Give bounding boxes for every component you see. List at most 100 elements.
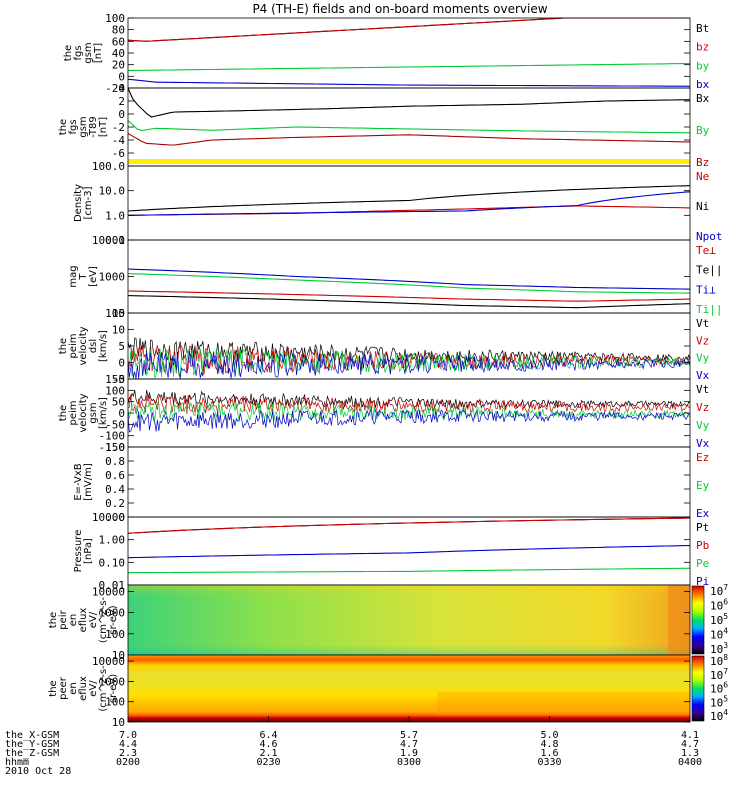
y-tick-label: -6 <box>112 147 125 160</box>
x-row-value: 4.6 <box>259 739 277 750</box>
panel-frame <box>127 312 691 380</box>
panel-frame <box>127 516 691 586</box>
y-tick-label: 1000 <box>99 675 126 688</box>
y-axis-label: gsm <box>83 42 94 63</box>
y-axis-label: gsm <box>78 116 89 137</box>
y-tick-label: 15 <box>112 307 125 320</box>
legend-bt: Bt <box>696 22 709 35</box>
colorbar-label: 105 <box>710 612 728 627</box>
y-tick-label: 100 <box>105 384 125 397</box>
y-axis-label: Pressure <box>73 530 84 573</box>
y-tick-label: -2 <box>112 121 125 134</box>
panel-2: Ne Ni Npot 0.1 1.0 10.0 100.0 Density [cm-3] <box>73 160 723 247</box>
y-tick-label: 0.8 <box>105 455 125 468</box>
y-axis-label: velocity <box>78 326 89 365</box>
legend-ti: Ti|| <box>696 303 723 316</box>
x-row-value: 4.7 <box>681 739 699 750</box>
x-row-label: the_X-GSM <box>5 730 59 741</box>
x-row-value: 1.3 <box>681 748 699 759</box>
x-row-value: 0300 <box>397 757 421 768</box>
y-tick-label: 0 <box>118 70 125 83</box>
series-pe-line <box>127 567 691 574</box>
legend-by: by <box>696 59 710 72</box>
y-tick-label: 10000 <box>92 655 125 668</box>
series-vz-line <box>127 394 691 415</box>
legend-ni: Ni <box>696 200 709 213</box>
y-tick-label: -50 <box>105 418 125 431</box>
y-axis-label: peir <box>58 609 69 629</box>
y-axis-label: T <box>78 273 89 281</box>
series-by-line <box>127 120 690 134</box>
x-row-value: 0400 <box>678 757 702 768</box>
y-tick-label: 0.01 <box>99 579 126 592</box>
legend-vy: Vy <box>696 419 710 432</box>
panel-7: Pt Pb Pe Pi 0.01 0.10 1.00 10.00 Pressure [nPa] <box>73 511 709 592</box>
figure-title: P4 (TH-E) fields and on-board moments ov… <box>252 2 547 16</box>
y-axis-label: [nT] <box>98 117 109 137</box>
y-tick-label: 0.1 <box>105 234 125 247</box>
y-tick-label: 100 <box>105 307 125 320</box>
y-tick-label: 10000 <box>92 585 125 598</box>
y-tick-label: 60 <box>112 35 125 48</box>
series-vy-line <box>127 401 691 422</box>
legend-npot: Npot <box>696 230 723 243</box>
colorbar-label: 104 <box>710 708 728 723</box>
legend-ez: Ez <box>696 451 709 464</box>
legend-ex: Ex <box>696 507 710 520</box>
y-axis-label: dsl <box>88 339 99 353</box>
y-tick-label: 2 <box>118 95 125 108</box>
y-axis-label: velocity <box>78 393 89 432</box>
x-row-value: 6.4 <box>259 730 277 741</box>
colorbar-label: 107 <box>710 583 728 598</box>
legend-pb: Pb <box>696 539 709 552</box>
series-npot-line <box>128 191 691 216</box>
y-tick-label: 20 <box>112 59 125 72</box>
panel-6: Ez Ey Ex 0.00.20.40.60.81.0 E=-VxB [mV/m] <box>73 441 710 524</box>
y-tick-label: 0 <box>118 357 125 370</box>
x-row-label: hhmm <box>5 757 29 768</box>
y-tick-label: 4 <box>118 82 125 95</box>
y-axis-label: [km/s] <box>98 397 109 429</box>
series-ti-line <box>127 268 691 290</box>
y-tick-label: 0.4 <box>105 483 125 496</box>
y-tick-label: 0 <box>118 108 125 121</box>
series-pb-line <box>127 517 691 534</box>
y-tick-label: 1.00 <box>99 534 126 547</box>
y-axis-label: the <box>63 45 74 61</box>
colorbar-label: 104 <box>710 627 728 642</box>
y-axis-label: peim <box>68 400 79 425</box>
y-tick-label: 1000 <box>99 271 126 284</box>
y-tick-label: 80 <box>112 24 125 37</box>
y-axis-label: -T89 <box>88 116 99 138</box>
legend-bz: Bz <box>696 156 709 169</box>
series-te-line <box>127 290 691 302</box>
series-ni-line <box>127 185 691 212</box>
y-tick-label: 1000 <box>99 607 126 620</box>
y-tick-label: -5 <box>112 373 125 386</box>
y-axis-label: [km/s] <box>98 330 109 362</box>
legend-ne: Ne <box>696 170 709 183</box>
y-tick-label: 0.10 <box>99 556 126 569</box>
legend-vy: Vy <box>696 352 710 365</box>
electron-spectrogram <box>128 655 690 722</box>
panel-frame <box>127 87 691 167</box>
y-tick-label: 10 <box>112 324 125 337</box>
y-axis-label: Density <box>73 184 84 222</box>
y-axis-label: peim <box>68 333 79 358</box>
y-tick-label: 100 <box>105 628 125 641</box>
y-tick-label: 5 <box>118 340 125 353</box>
y-tick-label: 1.0 <box>105 209 125 222</box>
y-axis-label: E=-VxB <box>73 463 84 500</box>
y-axis-label: the <box>58 338 69 354</box>
y-axis-label: eV/ <box>88 611 99 628</box>
y-axis-label: en <box>68 614 79 627</box>
y-axis-label: mag <box>68 265 79 287</box>
y-axis-label: [cm-3] <box>83 186 94 219</box>
legend-by: By <box>696 124 710 137</box>
panel-3: Te⊥ Te|| Ti⊥ Ti|| 100 1000 10000 mag T [eV] <box>68 234 723 320</box>
electron-spectrogram-patch <box>437 691 690 716</box>
legend-bx: bx <box>696 78 710 91</box>
y-tick-label: 0.0 <box>105 511 125 524</box>
legend-bx: Bx <box>696 92 710 105</box>
